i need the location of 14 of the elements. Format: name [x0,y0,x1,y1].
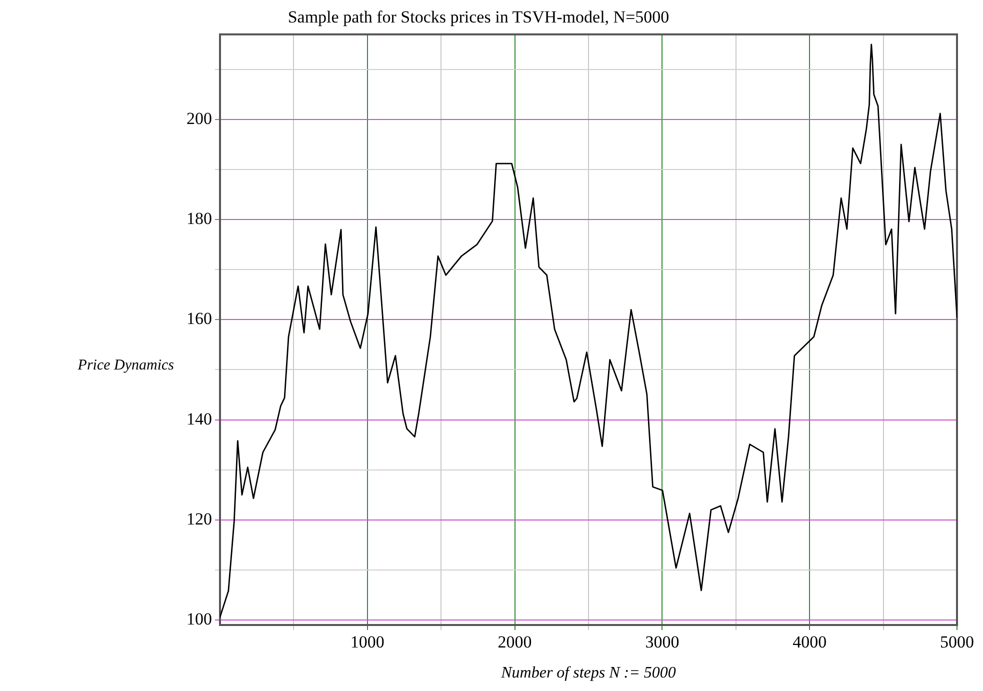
chart-title: Sample path for Stocks prices in TSVH-model, N=5000 [288,8,670,27]
x-axis-title: Number of steps N := 5000 [500,664,676,682]
y-tick-label: 120 [186,509,212,528]
y-tick-label: 100 [186,609,212,628]
y-tick-label: 180 [186,209,212,228]
y-axis-title: Price Dynamics [76,358,174,374]
x-tick-label: 3000 [645,632,680,652]
x-tick-label: 1000 [350,632,384,652]
x-tick-label: 4000 [792,632,827,652]
y-tick-label: 140 [186,409,212,428]
x-tick-label: 5000 [940,632,974,652]
x-tick-label: 2000 [498,632,532,652]
y-tick-label: 160 [186,309,212,328]
y-tick-label: 200 [186,108,212,128]
